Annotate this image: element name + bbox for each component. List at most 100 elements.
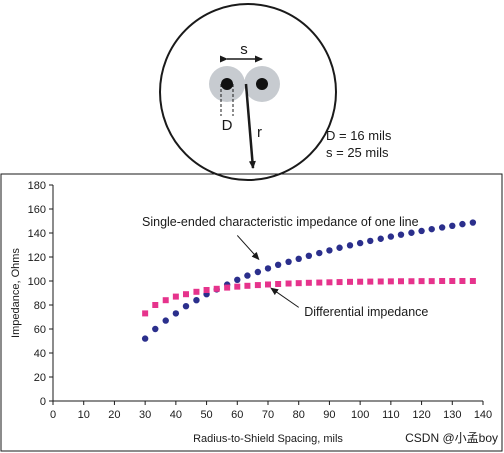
data-point — [336, 244, 343, 251]
data-point — [142, 310, 149, 317]
radius-label: r — [257, 124, 262, 141]
data-point — [397, 278, 404, 285]
data-point — [367, 278, 374, 285]
data-point — [265, 281, 271, 288]
x-tick-label: 60 — [231, 409, 243, 421]
diameter-label: D — [222, 117, 233, 134]
data-point — [316, 249, 323, 257]
data-point — [275, 281, 282, 287]
x-tick-label: 10 — [78, 409, 90, 421]
data-point — [387, 278, 394, 285]
data-point — [274, 261, 282, 268]
data-point — [469, 219, 477, 226]
data-point — [141, 335, 149, 342]
chart-frame — [0, 173, 503, 452]
annotation-differential-arrow — [270, 287, 299, 308]
y-tick-label: 120 — [28, 252, 46, 264]
data-point — [295, 280, 302, 287]
data-point — [346, 242, 354, 249]
annotation-single-ended-text: Single-ended characteristic impedance of… — [142, 215, 419, 229]
data-point — [234, 276, 241, 283]
data-point — [193, 288, 200, 295]
x-tick-label: 80 — [293, 409, 305, 421]
data-point — [244, 272, 251, 279]
y-tick-label: 80 — [34, 300, 46, 312]
data-point — [213, 285, 220, 292]
x-tick-label: 100 — [351, 409, 369, 421]
data-point — [449, 222, 456, 229]
annotation-single-ended-arrow — [236, 235, 260, 261]
data-point — [326, 247, 333, 254]
data-point — [172, 310, 180, 317]
param-d: D = 16 mils — [326, 128, 392, 143]
data-point — [305, 279, 312, 286]
data-point — [326, 279, 333, 286]
data-point — [428, 278, 435, 285]
data-point — [377, 278, 384, 285]
data-point — [367, 237, 374, 245]
data-point — [234, 283, 241, 290]
data-point — [418, 227, 425, 235]
data-point — [459, 278, 466, 284]
x-tick-label: 70 — [262, 409, 274, 421]
data-point — [203, 287, 210, 293]
x-tick-label: 130 — [443, 409, 461, 421]
data-point — [408, 229, 415, 236]
data-point — [469, 278, 476, 284]
y-tick-label: 60 — [34, 324, 46, 336]
data-point — [285, 280, 292, 287]
cross-section-diagram: s D r D = 16 mils s = 25 mils — [159, 3, 392, 181]
x-tick-label: 90 — [323, 409, 335, 421]
data-point — [254, 268, 262, 276]
annotation-differential-text: Differential impedance — [304, 305, 428, 319]
x-tick-label: 110 — [382, 409, 400, 421]
impedance-chart: 0 10 20 30 40 50 60 70 80 90 100 110 120 130 140 0 20 40 6… — [10, 180, 492, 445]
x-tick-label: 20 — [108, 409, 120, 421]
shield-circle — [159, 3, 337, 181]
radius-arrow — [244, 83, 256, 169]
data-point — [449, 278, 456, 284]
x-tick-label: 40 — [170, 409, 182, 421]
data-point — [152, 325, 159, 333]
data-point — [152, 302, 159, 308]
x-tick-label: 50 — [200, 409, 212, 421]
data-point — [438, 224, 446, 231]
data-point — [459, 220, 466, 228]
y-tick-label: 100 — [28, 276, 46, 288]
data-point — [377, 235, 384, 242]
data-point — [418, 278, 425, 285]
y-tick-label: 160 — [28, 204, 46, 216]
right-conductor — [256, 78, 268, 90]
data-point — [182, 303, 190, 310]
y-tick-label: 40 — [34, 348, 46, 360]
data-point — [264, 265, 272, 272]
data-point — [357, 278, 364, 285]
data-point — [439, 278, 446, 284]
spacing-label: s — [240, 41, 248, 58]
data-point — [193, 297, 200, 304]
data-point — [305, 252, 313, 259]
watermark: CSDN @小孟boy — [405, 431, 498, 445]
data-point — [172, 293, 179, 300]
x-tick-label: 120 — [412, 409, 430, 421]
data-point — [162, 297, 169, 304]
data-point — [224, 284, 231, 291]
data-point — [316, 279, 323, 286]
y-tick-label: 140 — [28, 228, 46, 240]
left-conductor — [221, 78, 233, 90]
data-point — [244, 282, 251, 289]
data-point — [428, 225, 435, 233]
data-point — [182, 291, 189, 298]
data-point — [295, 255, 302, 262]
y-tick-label: 180 — [28, 180, 46, 192]
y-tick-label: 20 — [34, 372, 46, 384]
data-point — [408, 278, 415, 285]
data-point — [387, 233, 395, 240]
data-point — [254, 282, 261, 289]
data-point — [285, 258, 292, 265]
x-axis-label: Radius-to-Shield Spacing, mils — [193, 433, 343, 445]
series-differential — [142, 278, 476, 317]
param-s: s = 25 mils — [326, 145, 389, 160]
data-point — [336, 279, 343, 286]
